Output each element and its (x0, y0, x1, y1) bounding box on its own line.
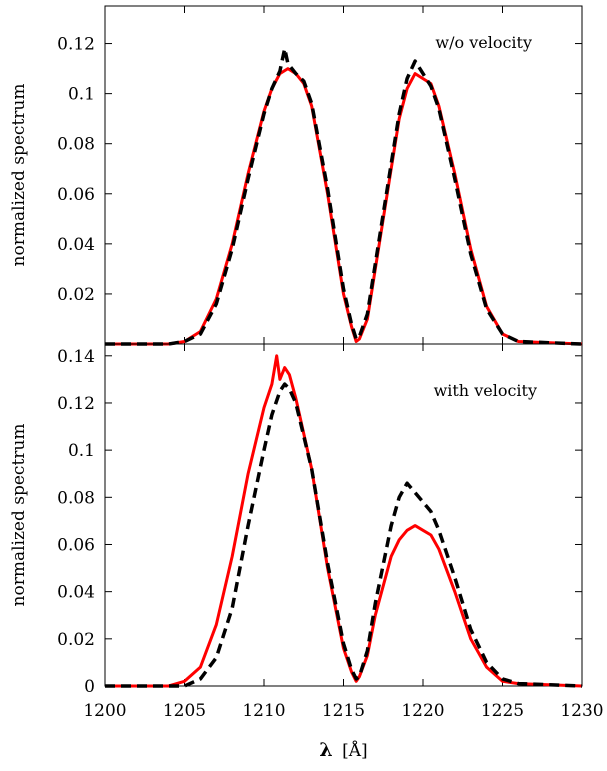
x-tick-label: 1230 (560, 701, 603, 721)
series-line-dashed (105, 382, 583, 688)
y-tick-label: 0.1 (68, 441, 95, 461)
y-axis-title-bottom: normalized spectrum (9, 424, 29, 607)
series-group-bottom (105, 354, 583, 688)
x-axis-title: λ [Å] (319, 739, 367, 761)
x-tick-label: 1215 (322, 701, 365, 721)
annotation-without-velocity: w/o velocity (435, 33, 532, 52)
series-group-top (105, 46, 583, 346)
x-tick-labels: 1200 1205 1210 1215 1220 1225 1230 (83, 701, 603, 721)
y-tick-label: 0.02 (57, 285, 95, 305)
panel-without-velocity: 0.02 0.04 0.06 0.08 0.1 0.12 w/o velocity nor… (9, 5, 583, 346)
y-tick-label: 0.12 (57, 35, 95, 55)
panel-with-velocity: 0 0.02 0.04 0.06 0.08 0.1 0.12 0.14 1200 1205 121… (9, 343, 604, 721)
y-tick-label: 0.04 (57, 235, 95, 255)
series-line-solid (105, 67, 583, 346)
y-tick-label: 0.04 (57, 583, 95, 603)
x-tick-label: 1220 (401, 701, 444, 721)
x-tick-label: 1200 (83, 701, 126, 721)
y-tick-labels-top: 0.02 0.04 0.06 0.08 0.1 0.12 (57, 35, 95, 305)
series-line-solid (105, 354, 583, 688)
x-tick-label: 1205 (163, 701, 206, 721)
y-tick-label: 0 (84, 677, 95, 697)
x-tick-label: 1225 (481, 701, 524, 721)
y-tick-label: 0.14 (57, 347, 95, 367)
y-axis-title-top: normalized spectrum (9, 84, 29, 267)
y-tick-label: 0.12 (57, 394, 95, 414)
annotation-with-velocity: with velocity (434, 381, 537, 400)
y-tick-label: 0.02 (57, 630, 95, 650)
y-tick-label: 0.06 (57, 185, 95, 205)
y-tick-label: 0.08 (57, 135, 95, 155)
y-tick-label: 0.08 (57, 488, 95, 508)
x-axis-unit: [Å] (342, 740, 368, 761)
series-line-dashed (105, 46, 583, 346)
x-tick-label: 1210 (242, 701, 285, 721)
y-tick-labels-bottom: 0 0.02 0.04 0.06 0.08 0.1 0.12 0.14 (57, 347, 95, 697)
x-axis-symbol: λ (319, 739, 332, 761)
y-tick-label: 0.06 (57, 535, 95, 555)
y-tick-label: 0.1 (68, 85, 95, 105)
